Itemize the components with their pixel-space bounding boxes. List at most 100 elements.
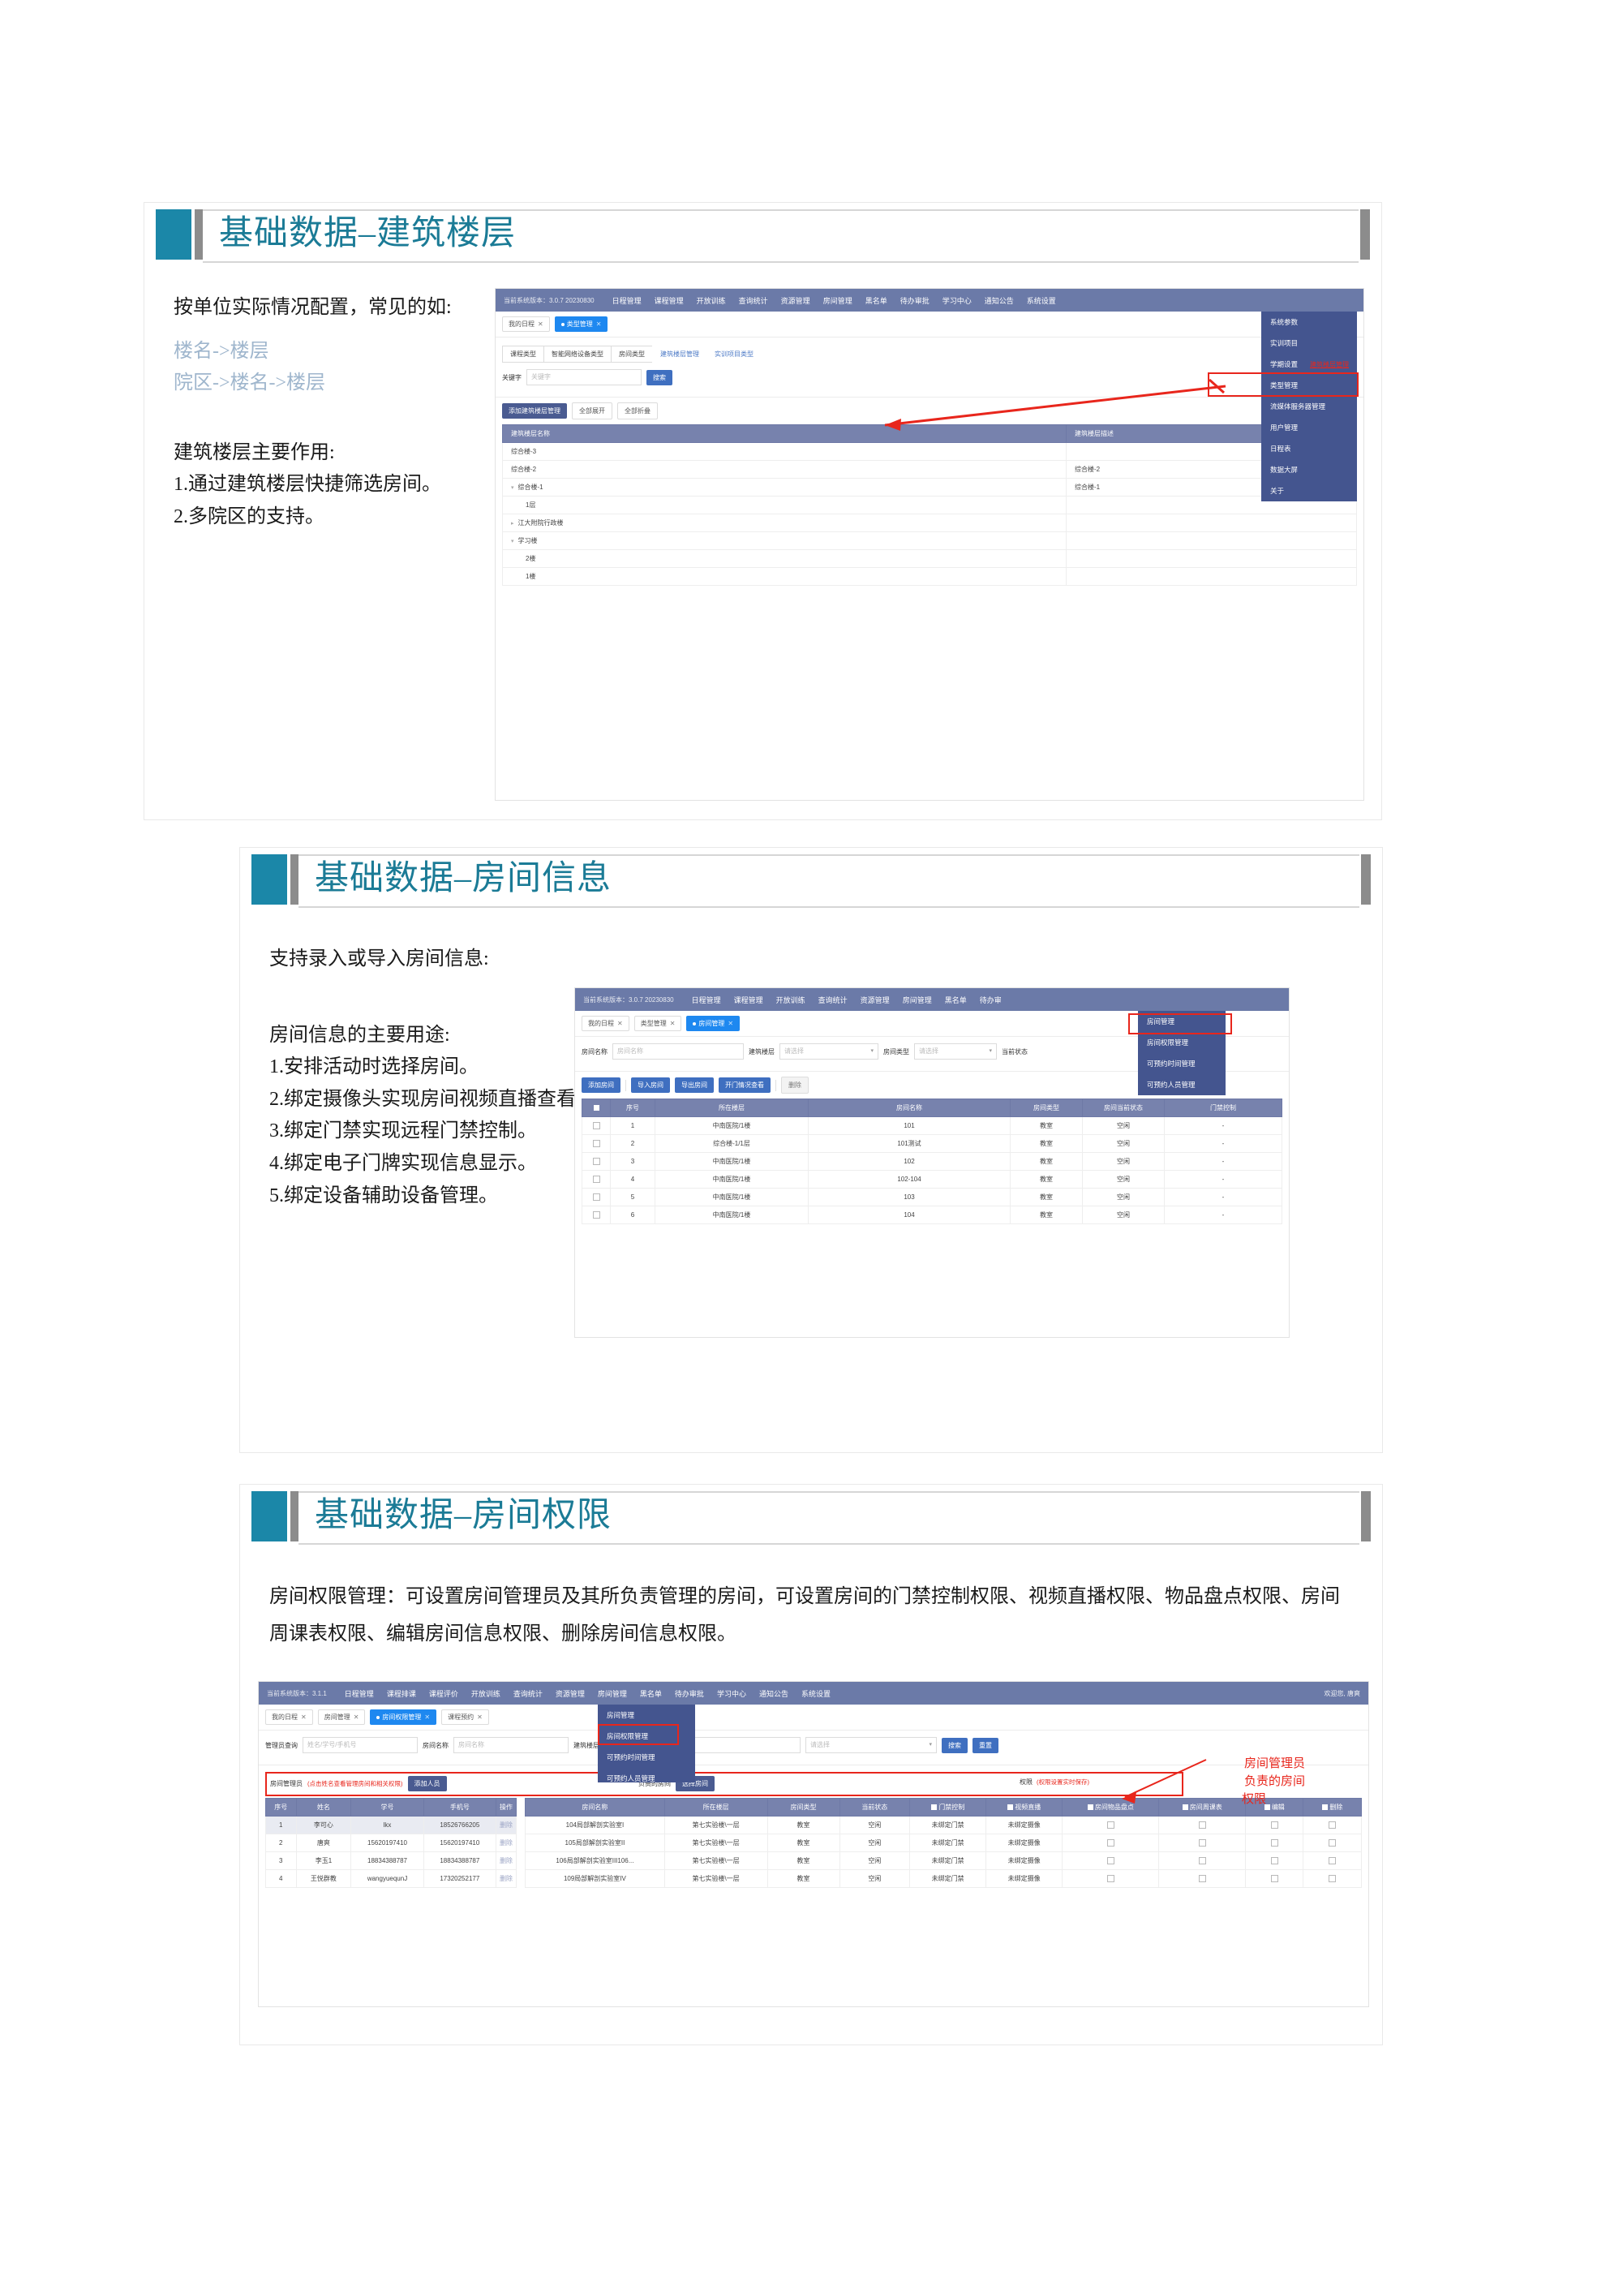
nav-item-system-settings[interactable]: 系统设置: [801, 1689, 831, 1698]
cell-edit-checkbox[interactable]: [1244, 1816, 1304, 1834]
col-door-control[interactable]: 门禁控制: [909, 1798, 987, 1817]
pill-course-type[interactable]: 课程类型: [502, 346, 544, 363]
checkbox-icon[interactable]: [1106, 1857, 1114, 1865]
table-row[interactable]: 6 中南医院/1楼 104 教室 空闲 -: [582, 1206, 1282, 1224]
menu-item-room-permission[interactable]: 房间权限管理: [1147, 1038, 1189, 1047]
menu-item-bookable-person[interactable]: 可预约人员管理: [1147, 1081, 1196, 1089]
nav-item-approval[interactable]: 待办审批: [674, 1689, 704, 1698]
delete-link[interactable]: 删除: [496, 1816, 517, 1834]
menu-item-type-management[interactable]: 类型管理: [1270, 381, 1299, 389]
checkbox-icon[interactable]: [1106, 1839, 1114, 1847]
table-row[interactable]: 1 中南医院/1楼 101 教室 空闲 -: [582, 1116, 1282, 1135]
checkbox-icon[interactable]: [1182, 1804, 1188, 1811]
menu-item-user-management[interactable]: 用户管理: [1270, 424, 1299, 432]
nav-item-resource[interactable]: 资源管理: [860, 995, 890, 1004]
table-row[interactable]: 2 综合楼-1/1层 101测试 教室 空闲 -: [582, 1134, 1282, 1153]
cell-edit-checkbox[interactable]: [1244, 1869, 1304, 1888]
table-row[interactable]: 106局部解剖实验室III106... 第七实验楼\一层 教室 空闲 未绑定门禁 未绑定摄…: [525, 1851, 1362, 1870]
tab-type-management[interactable]: 类型管理 ✕: [633, 1016, 682, 1031]
table-row[interactable]: 4 中南医院/1楼 102-104 教室 空闲 -: [582, 1170, 1282, 1189]
checkbox-icon[interactable]: [1198, 1875, 1206, 1883]
nav-item-room[interactable]: 房间管理: [597, 1689, 627, 1698]
export-room-button[interactable]: 导出房间: [675, 1077, 714, 1093]
cell-inv-checkbox[interactable]: [1062, 1869, 1160, 1888]
cell-sched-checkbox[interactable]: [1158, 1869, 1246, 1888]
checkbox-icon[interactable]: [1270, 1875, 1278, 1883]
close-icon[interactable]: ✕: [424, 1713, 431, 1721]
chevron-down-icon[interactable]: ▾: [511, 539, 514, 544]
cell-inv-checkbox[interactable]: [1062, 1816, 1160, 1834]
search-button[interactable]: 搜索: [646, 369, 672, 385]
delete-link[interactable]: 删除: [496, 1834, 517, 1852]
nav-item-course[interactable]: 课程管理: [654, 296, 684, 305]
add-building-floor-button[interactable]: 添加建筑楼层管理: [502, 403, 567, 419]
checkbox-icon[interactable]: [592, 1122, 600, 1130]
table-row[interactable]: 109局部解剖实验室IV 第七实验楼\一层 教室 空闲 未绑定门禁 未绑定摄像: [525, 1869, 1362, 1888]
table-row[interactable]: 2楼: [502, 549, 1358, 568]
checkbox-icon[interactable]: [1007, 1804, 1014, 1811]
cell-del-checkbox[interactable]: [1303, 1816, 1362, 1834]
cell-sched-checkbox[interactable]: [1158, 1834, 1246, 1852]
nav-item-course[interactable]: 课程管理: [733, 995, 763, 1004]
table-row[interactable]: 105局部解剖实验室II 第七实验楼\一层 教室 空闲 未绑定门禁 未绑定摄像: [525, 1834, 1362, 1852]
cell-del-checkbox[interactable]: [1303, 1869, 1362, 1888]
room-name-input[interactable]: 房间名称: [612, 1043, 744, 1060]
nav-item-learning-center[interactable]: 学习中心: [942, 296, 972, 305]
close-icon[interactable]: ✕: [728, 1020, 734, 1027]
room-management-dropdown[interactable]: 房间管理 房间权限管理 可预约时间管理 可预约人员管理: [1138, 1011, 1226, 1095]
cell-edit-checkbox[interactable]: [1244, 1851, 1304, 1870]
close-icon[interactable]: ✕: [669, 1020, 676, 1027]
col-select-all[interactable]: [582, 1099, 611, 1117]
checkbox-icon[interactable]: [592, 1211, 600, 1219]
building-floor-select[interactable]: 请选择 ▾: [779, 1043, 878, 1060]
nav-item-approval[interactable]: 待办审: [979, 995, 1002, 1004]
nav-item-query-stats[interactable]: 查询统计: [738, 296, 768, 305]
table-row[interactable]: 104局部解剖实验室I 第七实验楼\一层 教室 空闲 未绑定门禁 未绑定摄像: [525, 1816, 1362, 1834]
pill-training-project-type[interactable]: 实训项目类型: [706, 346, 762, 363]
menu-item-bookable-time[interactable]: 可预约时间管理: [607, 1753, 655, 1761]
tab-course-booking[interactable]: 课程预约 ✕: [441, 1709, 489, 1725]
menu-item-schedule-table[interactable]: 日程表: [1270, 445, 1291, 453]
checkbox-icon[interactable]: [1198, 1839, 1206, 1847]
menu-item-room-management[interactable]: 房间管理: [607, 1711, 635, 1719]
checkbox-icon[interactable]: [1264, 1804, 1270, 1811]
nav-item-schedule[interactable]: 日程管理: [612, 296, 642, 305]
checkbox-icon[interactable]: [592, 1158, 600, 1166]
reset-button[interactable]: 重置: [973, 1737, 998, 1753]
tab-room-management[interactable]: 房间管理 ✕: [686, 1016, 741, 1031]
cell-inv-checkbox[interactable]: [1062, 1834, 1160, 1852]
close-icon[interactable]: ✕: [301, 1713, 307, 1721]
chevron-right-icon[interactable]: ▸: [511, 521, 514, 527]
nav-item-announcement[interactable]: 通知公告: [984, 296, 1014, 305]
delete-link-label[interactable]: 删除: [500, 1821, 513, 1829]
table-row[interactable]: 1 李可心 lkx 18526766205 删除: [265, 1816, 517, 1834]
checkbox-icon[interactable]: [1198, 1821, 1206, 1829]
menu-item-about[interactable]: 关于: [1270, 487, 1285, 495]
delete-link-label[interactable]: 删除: [500, 1839, 513, 1847]
menu-item-system-params[interactable]: 系统参数: [1270, 318, 1299, 326]
checkbox-icon[interactable]: [1270, 1839, 1278, 1847]
collapse-all-button[interactable]: 全部折叠: [617, 402, 658, 419]
nav-item-open-training[interactable]: 开放训练: [696, 296, 726, 305]
close-icon[interactable]: ✕: [595, 320, 602, 328]
close-icon[interactable]: ✕: [477, 1713, 483, 1721]
menu-item-room-permission[interactable]: 房间权限管理: [607, 1732, 649, 1740]
door-open-status-button[interactable]: 开门情况查看: [719, 1077, 771, 1093]
checkbox-icon[interactable]: [1106, 1821, 1114, 1829]
cell-sched-checkbox[interactable]: [1158, 1851, 1246, 1870]
checkbox-icon[interactable]: [1322, 1804, 1329, 1811]
nav-item-open-training[interactable]: 开放训练: [775, 995, 805, 1004]
menu-item-semester-settings[interactable]: 学期设置: [1270, 360, 1299, 368]
menu-item-bookable-time[interactable]: 可预约时间管理: [1147, 1060, 1196, 1068]
delete-link[interactable]: 删除: [496, 1869, 517, 1888]
admin-query-input[interactable]: 姓名/学号/手机号: [303, 1737, 418, 1753]
col-delete[interactable]: 删除: [1303, 1798, 1362, 1817]
close-icon[interactable]: ✕: [538, 320, 543, 328]
cell-del-checkbox[interactable]: [1303, 1834, 1362, 1852]
checkbox-icon[interactable]: [593, 1105, 599, 1111]
tab-my-schedule[interactable]: 我的日程 ✕: [582, 1016, 629, 1031]
row-checkbox-cell[interactable]: [582, 1188, 611, 1206]
nav-item-resource[interactable]: 资源管理: [555, 1689, 585, 1698]
checkbox-icon[interactable]: [592, 1193, 600, 1202]
checkbox-icon[interactable]: [1329, 1875, 1337, 1883]
